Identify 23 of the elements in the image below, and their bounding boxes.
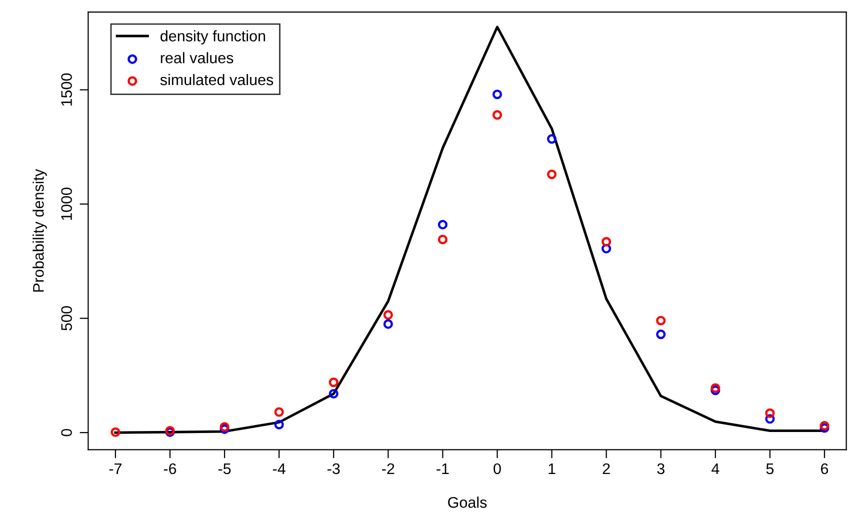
y-tick-label: 500 xyxy=(61,306,72,330)
x-tick-label: -1 xyxy=(436,463,449,474)
x-tick-label: 2 xyxy=(602,463,610,474)
x-axis-title: Goals xyxy=(448,496,487,508)
x-tick-label: 6 xyxy=(821,463,828,474)
x-tick-label: -2 xyxy=(382,463,394,474)
legend-label: simulated values xyxy=(160,74,274,86)
y-tick-label: 1000 xyxy=(61,188,72,220)
y-tick-label: 0 xyxy=(61,428,72,436)
x-tick-label: 4 xyxy=(712,463,720,474)
legend-label: density function xyxy=(160,30,266,44)
x-tick-label: -3 xyxy=(328,463,340,474)
y-axis-title: Probability density xyxy=(32,168,47,292)
x-tick-label: 1 xyxy=(548,463,556,474)
legend-label: real values xyxy=(160,52,234,64)
x-tick-label: 0 xyxy=(494,463,501,474)
x-tick-label: 3 xyxy=(657,463,664,474)
x-tick-label: 5 xyxy=(766,463,774,474)
x-tick-label: -4 xyxy=(272,463,286,474)
x-tick-label: -6 xyxy=(164,463,176,474)
x-tick-label: -5 xyxy=(218,463,231,474)
y-tick-label: 1500 xyxy=(61,73,72,106)
x-tick-label: -7 xyxy=(109,463,122,474)
